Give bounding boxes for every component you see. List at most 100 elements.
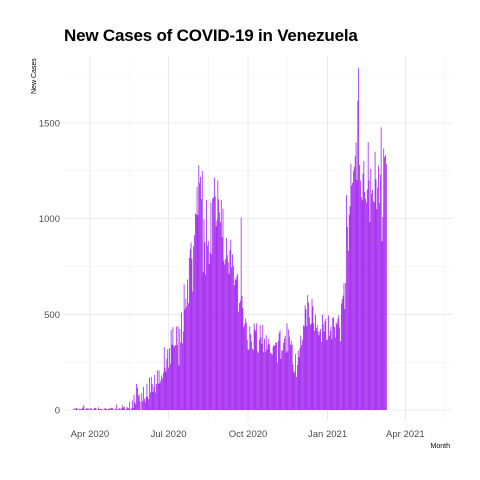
bar bbox=[104, 408, 106, 410]
bar bbox=[237, 273, 239, 410]
bar bbox=[283, 338, 285, 410]
bar bbox=[137, 395, 139, 410]
bar bbox=[86, 408, 88, 410]
bar bbox=[80, 408, 82, 410]
bar bbox=[298, 357, 300, 410]
bar bbox=[76, 407, 78, 410]
bar bbox=[362, 173, 364, 410]
bar bbox=[229, 250, 231, 410]
y-tick-label: 1500 bbox=[39, 118, 60, 129]
bar bbox=[375, 179, 377, 410]
bar bbox=[178, 365, 180, 410]
bar bbox=[235, 280, 237, 410]
bar bbox=[199, 183, 201, 410]
bar bbox=[114, 408, 116, 410]
bar bbox=[344, 308, 346, 410]
bar bbox=[116, 404, 118, 410]
bar bbox=[79, 408, 80, 410]
bar bbox=[323, 331, 325, 410]
bar bbox=[195, 214, 197, 410]
bar bbox=[257, 351, 258, 410]
bar bbox=[230, 239, 232, 410]
bar bbox=[109, 408, 111, 410]
bar bbox=[156, 370, 158, 410]
bar bbox=[158, 370, 160, 410]
x-tick-label: Apr 2021 bbox=[386, 429, 425, 440]
bar bbox=[380, 127, 382, 411]
bar bbox=[82, 407, 84, 410]
bar bbox=[354, 156, 356, 410]
bar bbox=[314, 330, 315, 410]
bar bbox=[369, 222, 371, 410]
bar bbox=[159, 383, 161, 410]
bar bbox=[141, 392, 143, 410]
bar bbox=[310, 323, 312, 410]
bar bbox=[381, 241, 383, 410]
bar bbox=[209, 252, 211, 410]
bar bbox=[150, 392, 151, 410]
bar bbox=[358, 68, 360, 410]
bar bbox=[336, 324, 338, 410]
bar bbox=[151, 383, 153, 410]
bar bbox=[132, 407, 134, 410]
bar bbox=[147, 396, 149, 410]
bar bbox=[128, 408, 130, 410]
bar bbox=[223, 260, 225, 410]
bar bbox=[302, 340, 303, 410]
bar bbox=[127, 408, 129, 410]
bar bbox=[167, 349, 169, 410]
bar bbox=[176, 345, 178, 410]
bar bbox=[302, 325, 304, 410]
bar bbox=[95, 408, 97, 410]
bar bbox=[180, 342, 182, 410]
bar bbox=[204, 242, 206, 410]
bar bbox=[177, 326, 179, 410]
bar bbox=[385, 154, 386, 410]
bar bbox=[272, 346, 274, 410]
bar bbox=[101, 408, 103, 410]
bar bbox=[273, 345, 275, 410]
bar bbox=[155, 392, 156, 410]
chart-title: New Cases of COVID-19 in Venezuela bbox=[64, 26, 358, 45]
bar bbox=[379, 202, 380, 410]
bar bbox=[296, 365, 298, 410]
bar bbox=[117, 409, 118, 410]
bar bbox=[274, 345, 276, 410]
bar bbox=[239, 303, 240, 410]
bar bbox=[123, 407, 125, 410]
bar bbox=[332, 317, 334, 410]
bar bbox=[340, 341, 341, 410]
bar bbox=[122, 405, 124, 410]
bar bbox=[111, 407, 112, 410]
bar bbox=[277, 340, 279, 410]
bar bbox=[185, 298, 187, 410]
bar bbox=[175, 326, 177, 410]
bar bbox=[166, 358, 168, 410]
bar bbox=[215, 226, 217, 410]
bar bbox=[353, 166, 355, 410]
bar bbox=[374, 151, 376, 410]
x-tick-label: Oct 2020 bbox=[229, 429, 268, 440]
bar bbox=[83, 405, 85, 410]
bar-layer bbox=[73, 68, 387, 411]
bar bbox=[328, 336, 330, 410]
x-tick-label: Apr 2020 bbox=[71, 429, 110, 440]
bar bbox=[307, 295, 309, 410]
bar bbox=[360, 196, 362, 410]
bar bbox=[219, 212, 220, 410]
bar bbox=[266, 349, 268, 410]
bar bbox=[193, 246, 195, 410]
bar bbox=[145, 396, 147, 410]
x-tick-label: Jul 2020 bbox=[151, 429, 187, 440]
bar bbox=[92, 409, 94, 410]
bar bbox=[341, 299, 343, 410]
bar bbox=[331, 339, 333, 410]
bar bbox=[75, 408, 77, 410]
label-layer: 0 500 1000 1500 Apr 2020 Jul 2020 Oct 2020 Jan … bbox=[39, 118, 425, 440]
bar bbox=[216, 220, 218, 410]
bar bbox=[224, 264, 226, 410]
bar bbox=[110, 408, 112, 410]
bar bbox=[337, 318, 339, 410]
bar bbox=[343, 283, 345, 410]
bar bbox=[271, 354, 273, 410]
